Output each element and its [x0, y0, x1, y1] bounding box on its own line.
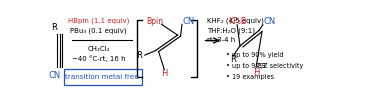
Text: CN: CN — [263, 17, 276, 26]
Text: HBpin (1.1 equiv): HBpin (1.1 equiv) — [68, 18, 129, 24]
Text: R: R — [136, 51, 143, 60]
FancyBboxPatch shape — [64, 69, 142, 85]
Text: /Z selectivity: /Z selectivity — [260, 63, 303, 69]
Text: • up to 90% yield: • up to 90% yield — [226, 52, 284, 58]
Text: CN: CN — [182, 17, 194, 26]
Text: CN: CN — [49, 71, 61, 80]
Text: E: E — [257, 63, 262, 69]
Text: R: R — [230, 55, 236, 64]
Text: KHF₂ (4.5 equiv): KHF₂ (4.5 equiv) — [207, 18, 264, 24]
Text: rt, 3-4 h: rt, 3-4 h — [207, 37, 235, 43]
Text: H: H — [253, 68, 259, 77]
Text: • 19 examples: • 19 examples — [226, 74, 274, 80]
Text: THF:H₂O (9:1): THF:H₂O (9:1) — [207, 27, 255, 34]
Text: • up to 97:3: • up to 97:3 — [226, 63, 269, 69]
Text: H: H — [161, 69, 167, 78]
Text: CH₂Cl₂: CH₂Cl₂ — [87, 46, 110, 52]
Text: −40 °C-rt, 16 h: −40 °C-rt, 16 h — [72, 55, 125, 62]
Text: R: R — [51, 23, 57, 32]
Text: transition metal free: transition metal free — [65, 74, 139, 80]
Text: PBu₃ (0.1 equiv): PBu₃ (0.1 equiv) — [70, 27, 127, 34]
Text: Bpin: Bpin — [146, 17, 163, 26]
Text: KF₃B: KF₃B — [228, 17, 247, 26]
